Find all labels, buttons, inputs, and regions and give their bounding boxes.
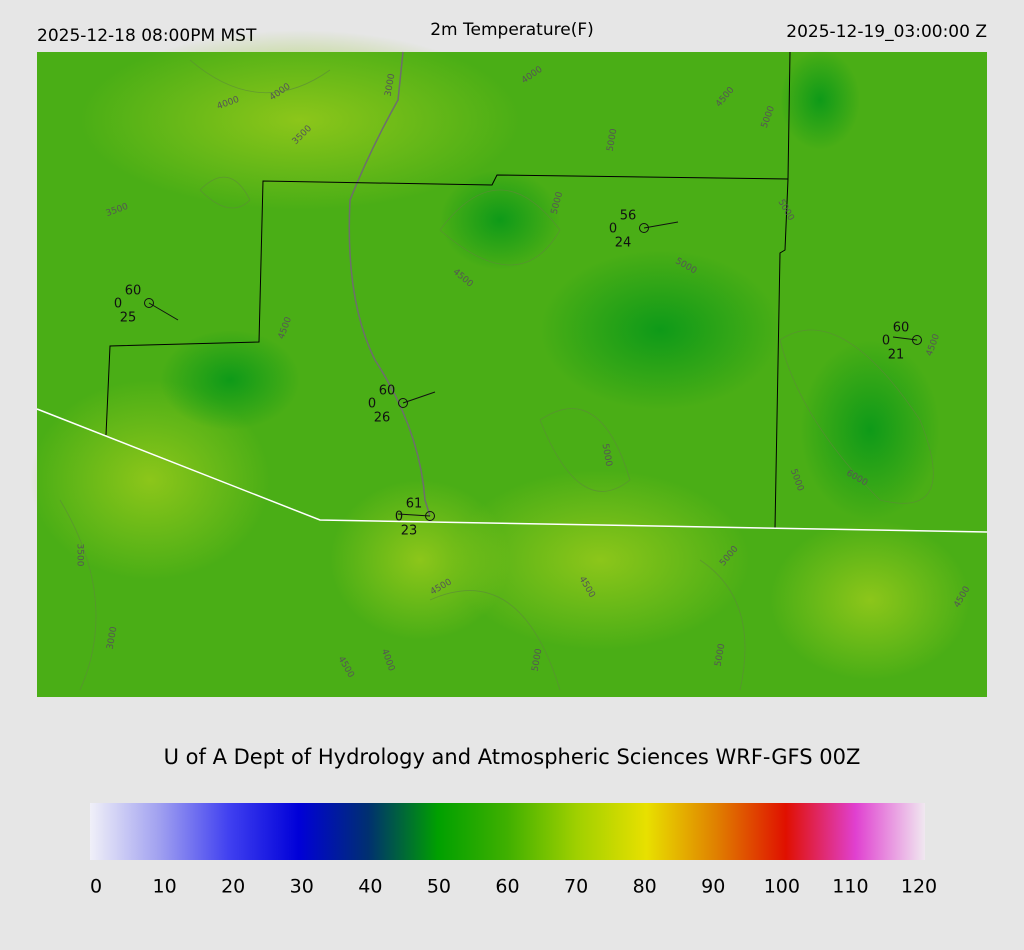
colorbar-tick-label: 60 — [495, 876, 519, 898]
station-circle — [639, 223, 649, 233]
colorbar-tick-label: 10 — [152, 876, 176, 898]
wind-barb — [643, 221, 679, 229]
colorbar-tick-label: 30 — [290, 876, 314, 898]
visibility: 0 — [368, 397, 376, 412]
field-shade — [770, 520, 970, 680]
field-shade — [330, 480, 510, 640]
state-boundary — [36, 408, 988, 533]
dewpoint: 25 — [120, 311, 137, 326]
station-circle — [912, 335, 922, 345]
temperature: 56 — [620, 209, 637, 224]
visibility: 0 — [395, 510, 403, 525]
visibility: 0 — [882, 334, 890, 349]
contour-label: 5000 — [531, 648, 545, 673]
field-shade — [440, 170, 560, 270]
colorbar — [90, 803, 925, 860]
dewpoint: 26 — [374, 411, 391, 426]
contour-label: 5000 — [606, 128, 620, 153]
temperature: 60 — [893, 321, 910, 336]
temperature: 61 — [406, 497, 423, 512]
visibility: 0 — [609, 222, 617, 237]
colorbar-tick-label: 100 — [764, 876, 800, 898]
dewpoint: 24 — [615, 236, 632, 251]
station-circle — [425, 511, 435, 521]
temperature: 60 — [379, 384, 396, 399]
field-shade — [160, 330, 300, 430]
visibility: 0 — [114, 297, 122, 312]
colorbar-tick-label: 120 — [901, 876, 937, 898]
river — [348, 51, 431, 517]
wind-barb — [402, 391, 436, 404]
county-boundary — [105, 51, 791, 529]
colorbar-tick-label: 90 — [701, 876, 725, 898]
colorbar-tick-label: 0 — [90, 876, 102, 898]
map-title: 2m Temperature(F) — [430, 20, 594, 40]
field-shade — [800, 340, 940, 520]
contours — [59, 59, 934, 691]
contour-label: 5000 — [714, 643, 728, 668]
colorbar-tick-label: 50 — [427, 876, 451, 898]
wind-barb — [148, 302, 179, 321]
colorbar-tick-label: 110 — [832, 876, 868, 898]
valid-time-utc: 2025-12-19_03:00:00 Z — [786, 22, 987, 42]
temperature: 60 — [125, 284, 142, 299]
contour-label: 3500 — [75, 544, 85, 567]
colorbar-tick-label: 40 — [358, 876, 382, 898]
colorbar-tick-label: 70 — [564, 876, 588, 898]
contour-label: 3000 — [384, 73, 398, 98]
dewpoint: 21 — [888, 348, 905, 363]
wind-barb — [397, 513, 431, 517]
colorbar-tick-label: 80 — [633, 876, 657, 898]
station-circle — [144, 298, 154, 308]
field-shade — [80, 30, 520, 210]
station-circle — [398, 398, 408, 408]
contour-label: 5000 — [600, 443, 614, 468]
field-shade — [780, 50, 860, 150]
field-shade — [540, 250, 780, 410]
credit: U of A Dept of Hydrology and Atmospheric… — [164, 745, 861, 769]
contour-label: 3000 — [106, 626, 120, 651]
field-shade — [450, 470, 750, 650]
dewpoint: 23 — [401, 524, 418, 539]
colorbar-tick-label: 20 — [221, 876, 245, 898]
